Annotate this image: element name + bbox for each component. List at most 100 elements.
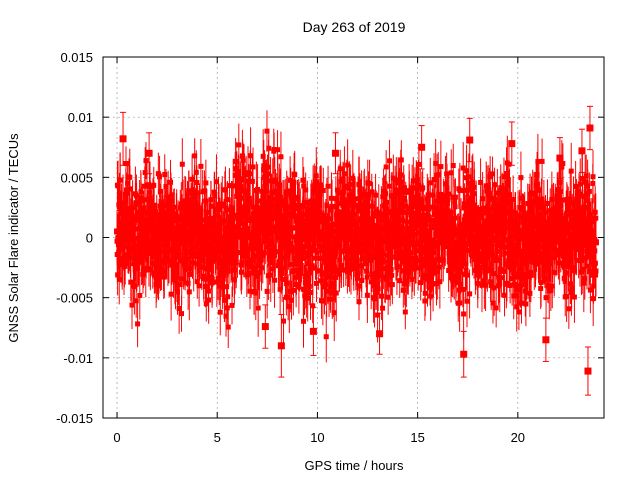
data-point xyxy=(208,203,214,209)
data-point xyxy=(334,187,340,193)
data-point xyxy=(264,209,271,216)
data-point xyxy=(501,174,507,180)
data-point xyxy=(416,161,422,167)
data-point xyxy=(427,228,433,234)
data-point xyxy=(310,265,316,271)
data-point xyxy=(290,246,296,252)
data-point xyxy=(154,238,161,245)
data-point xyxy=(590,272,596,278)
data-point xyxy=(570,265,576,271)
data-point xyxy=(253,222,259,228)
data-point xyxy=(516,239,522,245)
data-point xyxy=(137,292,143,298)
data-point xyxy=(344,269,350,275)
data-point xyxy=(259,265,265,271)
data-point xyxy=(440,257,446,263)
data-point xyxy=(582,276,588,282)
data-point xyxy=(473,265,479,271)
data-point xyxy=(344,217,351,224)
data-point xyxy=(352,203,358,209)
data-point xyxy=(410,204,416,210)
data-point xyxy=(356,244,362,250)
data-point xyxy=(548,287,554,293)
data-point xyxy=(314,179,320,185)
data-point xyxy=(366,191,372,197)
data-point xyxy=(154,212,160,218)
data-point xyxy=(385,294,391,300)
data-point xyxy=(126,249,132,255)
data-point xyxy=(431,177,437,183)
data-point xyxy=(275,147,281,153)
data-point xyxy=(506,161,512,167)
data-point xyxy=(206,297,212,303)
data-point xyxy=(179,161,185,167)
data-point xyxy=(217,309,223,315)
data-point xyxy=(497,213,503,219)
data-point xyxy=(255,305,261,311)
data-point xyxy=(192,244,198,250)
data-point xyxy=(157,264,163,270)
data-point xyxy=(310,303,316,309)
data-point xyxy=(577,258,583,264)
data-point xyxy=(369,189,375,195)
data-point xyxy=(571,294,577,300)
data-point xyxy=(372,281,378,287)
data-point xyxy=(581,194,587,200)
data-point xyxy=(535,158,541,164)
data-point xyxy=(196,247,202,253)
data-point xyxy=(364,292,370,298)
data-point xyxy=(224,197,230,203)
data-point xyxy=(213,179,219,185)
data-point xyxy=(389,272,395,278)
data-point xyxy=(574,221,581,228)
data-point xyxy=(137,199,143,205)
data-point xyxy=(221,297,227,303)
data-point xyxy=(444,224,451,231)
data-point xyxy=(356,299,362,305)
data-point xyxy=(139,198,145,204)
data-point xyxy=(566,306,572,312)
data-point xyxy=(285,190,291,196)
data-point xyxy=(216,207,222,213)
data-point xyxy=(182,202,188,208)
data-point xyxy=(203,180,209,186)
data-point xyxy=(266,145,272,151)
data-point xyxy=(395,252,401,258)
data-point xyxy=(153,242,159,248)
data-point xyxy=(510,197,516,203)
data-point xyxy=(304,290,310,296)
data-point xyxy=(560,160,566,166)
data-point xyxy=(296,202,302,208)
data-point xyxy=(464,211,471,218)
data-point xyxy=(289,297,295,303)
data-point xyxy=(414,241,420,247)
x-tick-label: 5 xyxy=(214,430,221,445)
data-point xyxy=(141,205,147,211)
data-point xyxy=(255,220,261,226)
data-point xyxy=(486,206,492,212)
data-point xyxy=(250,240,256,246)
data-point xyxy=(500,197,506,203)
data-point xyxy=(489,227,495,233)
outlier-point xyxy=(508,140,516,148)
data-point xyxy=(144,182,150,188)
data-point xyxy=(115,183,121,189)
data-point xyxy=(542,267,548,273)
data-point xyxy=(210,257,216,263)
data-point xyxy=(194,279,200,285)
data-point xyxy=(258,229,264,235)
data-point xyxy=(148,250,154,256)
data-point xyxy=(248,153,254,159)
data-point xyxy=(135,209,141,215)
data-point xyxy=(522,288,528,294)
data-point xyxy=(151,248,157,254)
data-point xyxy=(410,229,416,235)
data-point xyxy=(138,234,144,240)
data-point xyxy=(490,300,496,306)
data-point xyxy=(215,276,221,282)
data-point xyxy=(463,225,469,231)
data-point xyxy=(573,183,579,189)
data-point xyxy=(488,247,494,253)
data-point xyxy=(325,233,331,239)
data-point xyxy=(264,288,270,294)
